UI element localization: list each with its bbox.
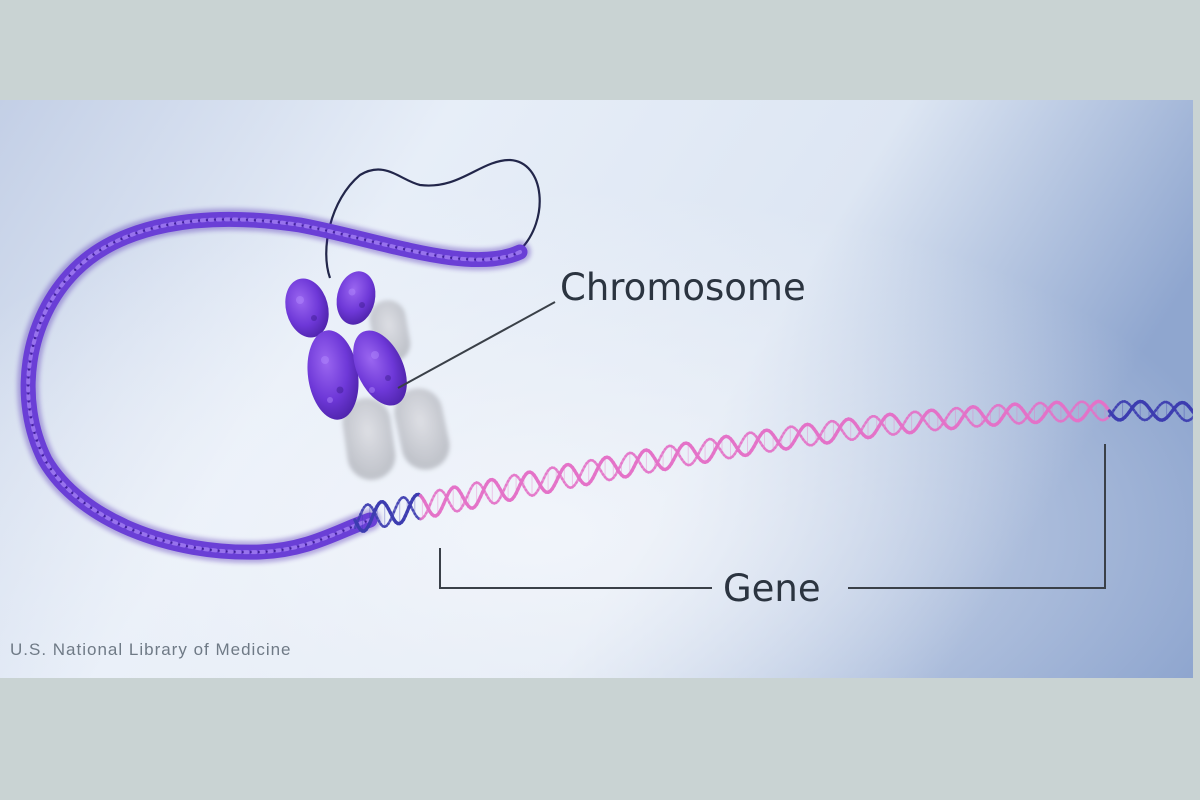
- chromosome: [285, 271, 407, 420]
- chromosome-arm-lower-left: [307, 330, 359, 420]
- gene-label: Gene: [723, 567, 821, 610]
- dna-strand-segment: [1189, 415, 1193, 421]
- gene-bracket: [439, 444, 1106, 589]
- dna-strand-segment: [1189, 407, 1193, 414]
- chromosome-gene-illustration: Chromosome Gene U.S. National Library of…: [0, 100, 1193, 678]
- credit-text: U.S. National Library of Medicine: [10, 640, 292, 659]
- chromosome-arm-upper-right: [336, 271, 376, 325]
- chromatin-thread: [325, 158, 541, 279]
- chromosome-arm-lower-right: [353, 330, 407, 406]
- chromatin-fiber: [17, 208, 531, 564]
- chromosome-leader-line: [397, 301, 556, 389]
- chromosome-arm-upper-left: [285, 278, 329, 338]
- dna-double-helix: [353, 399, 1193, 533]
- chromosome-shadow: [342, 300, 450, 480]
- chromosome-label: Chromosome: [560, 266, 806, 309]
